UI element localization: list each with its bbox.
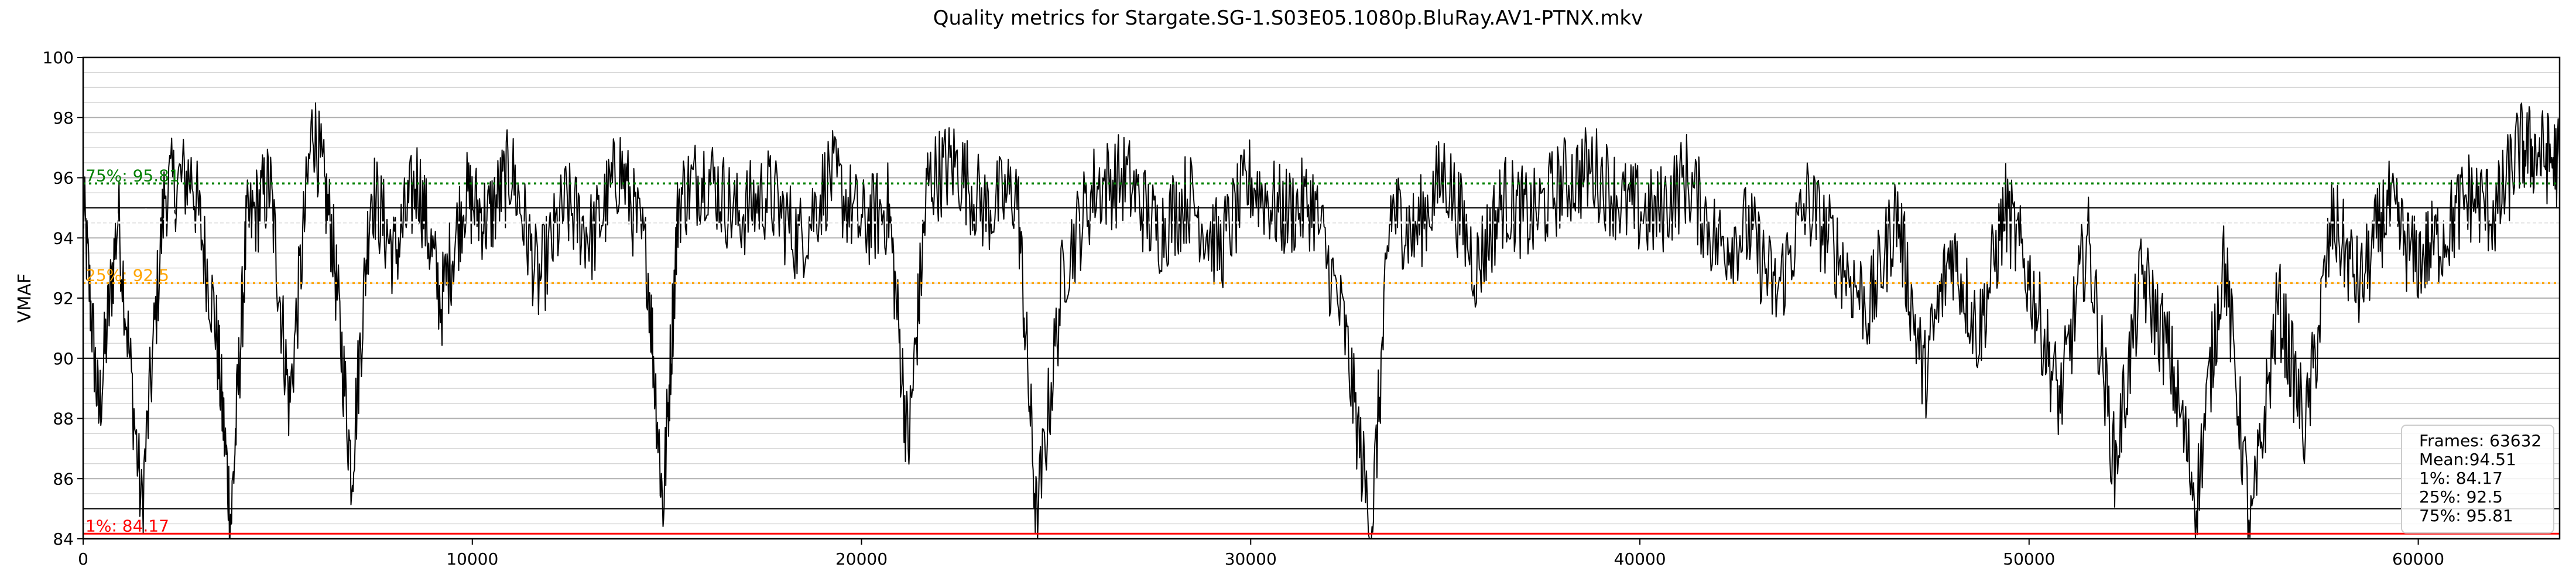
reference-line-label: 1%: 84.17 — [85, 516, 169, 535]
stats-box-line: Frames: 63632 — [2419, 431, 2541, 450]
chart-title: Quality metrics for Stargate.SG-1.S03E05… — [933, 6, 1643, 30]
x-tick-label: 50000 — [2003, 549, 2055, 569]
reference-line-label: 25%: 92.5 — [85, 265, 169, 285]
x-tick-label: 30000 — [1225, 549, 1277, 569]
y-tick-label: 94 — [53, 228, 74, 248]
x-tick-label: 10000 — [446, 549, 498, 569]
y-tick-label: 96 — [53, 169, 74, 188]
y-tick-label: 90 — [53, 349, 74, 368]
y-tick-label: 100 — [43, 48, 74, 67]
reference-line-label: Mean: 94.51 — [85, 205, 188, 224]
stats-box — [2401, 425, 2554, 534]
y-tick-label: 84 — [53, 529, 74, 549]
y-axis-label: VMAF — [15, 274, 35, 323]
reference-line-label: 75%: 95.81 — [85, 166, 180, 185]
stats-box-line: Mean:94.51 — [2419, 450, 2516, 469]
x-tick-label: 60000 — [2392, 549, 2444, 569]
x-tick-label: 40000 — [1614, 549, 1666, 569]
stats-box-line: 75%: 95.81 — [2419, 506, 2513, 525]
x-tick-label: 20000 — [835, 549, 888, 569]
y-tick-label: 98 — [53, 108, 74, 128]
vmaf-series-line — [83, 102, 2560, 539]
stats-box-line: 1%: 84.17 — [2419, 469, 2503, 488]
y-tick-label: 88 — [53, 409, 74, 429]
stats-box-line: 25%: 92.5 — [2419, 487, 2503, 507]
y-tick-label: 86 — [53, 469, 74, 488]
x-tick-label: 0 — [78, 549, 88, 569]
y-tick-label: 92 — [53, 289, 74, 308]
